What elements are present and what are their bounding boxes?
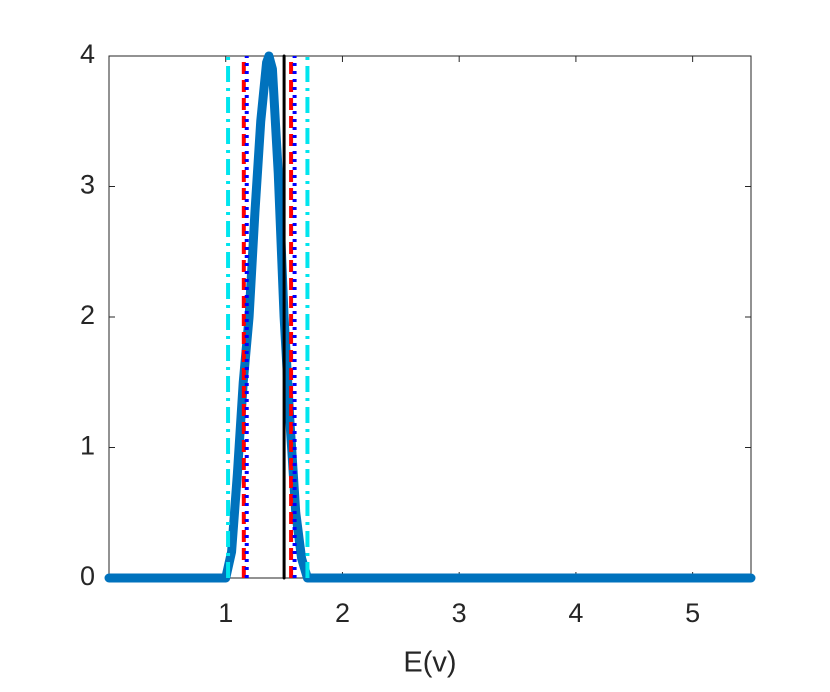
y-tick-label: 1: [80, 431, 95, 461]
data-line: [104, 51, 756, 583]
x-tick-label: 5: [685, 598, 700, 628]
x-tick-label: 1: [218, 598, 233, 628]
y-tick-label: 4: [80, 39, 95, 69]
x-tick-label: 3: [452, 598, 467, 628]
x-tick-label: 4: [568, 598, 583, 628]
x-axis-label: E(v): [403, 647, 456, 679]
y-tick-label: 3: [80, 170, 95, 200]
x-tick-label: 2: [335, 598, 350, 628]
y-tick-label: 2: [80, 300, 95, 330]
y-tick-label: 0: [80, 561, 95, 591]
